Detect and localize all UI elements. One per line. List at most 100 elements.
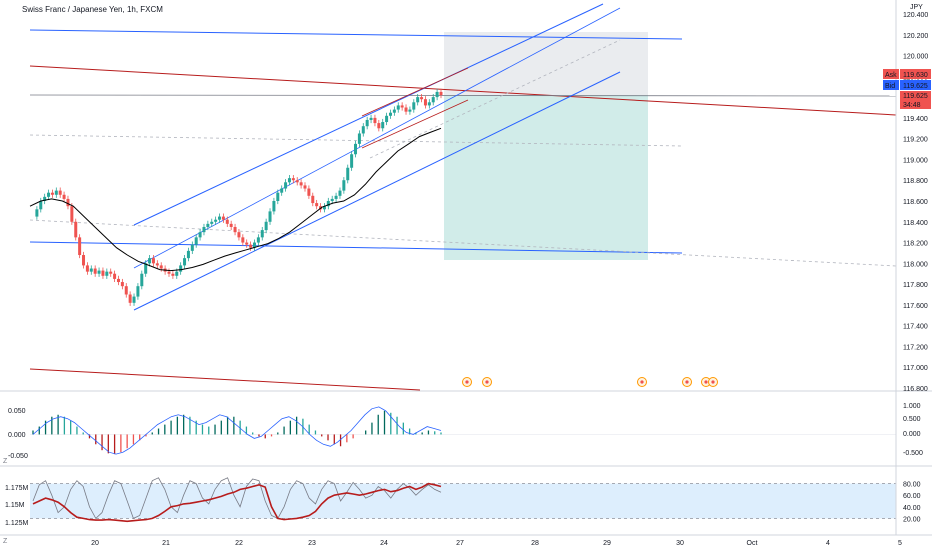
candle-body	[350, 154, 354, 168]
time-tick-label: Oct	[747, 540, 758, 547]
candle-body	[284, 182, 288, 189]
candle-body	[116, 278, 120, 283]
oscillator-tick-label: 0.500	[903, 416, 921, 423]
candle-body	[148, 258, 152, 264]
candle-body	[241, 237, 245, 243]
candle-body	[74, 221, 78, 238]
candle-body	[252, 242, 256, 248]
time-tick-label: 29	[603, 540, 611, 547]
volume-tick-label: 1.175M	[5, 485, 29, 492]
scale-toggle-top[interactable]: Z	[3, 458, 8, 465]
candle-body	[233, 226, 237, 233]
oscillator-tick-label: 0.000	[903, 431, 921, 438]
candle-body	[113, 273, 117, 279]
candle-body	[136, 286, 140, 297]
candle-body	[202, 226, 206, 233]
event-markers[interactable]	[462, 377, 718, 387]
candle-body	[120, 282, 124, 287]
last-price-tag	[900, 91, 931, 109]
candle-body	[439, 91, 443, 96]
scale-toggle-bottom[interactable]: Z	[3, 538, 8, 545]
stochastic-line	[32, 482, 442, 523]
candle-body	[330, 198, 334, 201]
time-tick-label: 23	[308, 540, 316, 547]
candle-body	[218, 216, 222, 220]
candle-body	[93, 268, 97, 274]
price-tick-label: 120.000	[903, 54, 928, 61]
price-tick-label: 118.000	[903, 261, 928, 268]
candle-body	[175, 271, 179, 276]
channel-lower	[133, 71, 621, 311]
candle-body	[54, 190, 58, 195]
candle-body	[334, 195, 338, 199]
candle-body	[39, 201, 43, 210]
symbol-title[interactable]: Swiss Franc / Japanese Yen, 1h, FXCM	[22, 5, 163, 14]
event-marker-dot	[640, 380, 644, 384]
candle-body	[260, 230, 264, 238]
candle-body	[396, 105, 400, 110]
candle-body	[237, 232, 241, 238]
candle-body	[256, 237, 260, 243]
candle-body	[194, 237, 198, 245]
time-tick-label: 20	[91, 540, 99, 547]
candle-body	[303, 185, 307, 189]
candle-body	[307, 188, 311, 196]
time-tick-label: 28	[531, 540, 539, 547]
price-tick-label: 117.200	[903, 344, 928, 351]
mini-channel-upper	[361, 67, 469, 117]
candle-body	[140, 273, 144, 287]
price-tick-label: 118.600	[903, 199, 928, 206]
time-tick-label: 27	[456, 540, 464, 547]
price-tick-label: 119.000	[903, 157, 928, 164]
candle-body	[369, 117, 373, 120]
candle-body	[229, 223, 233, 227]
candle-body	[435, 91, 439, 98]
candle-body	[311, 195, 315, 204]
candle-body	[357, 133, 361, 144]
candle-body	[97, 270, 101, 274]
candle-body	[109, 271, 113, 274]
candle-body	[89, 268, 93, 272]
candle-body	[155, 263, 159, 266]
candle-body	[272, 201, 276, 212]
stochastic-tick-label: 20.00	[903, 516, 921, 523]
candle-body	[392, 109, 396, 113]
downtrend-line	[29, 65, 897, 116]
support-line	[29, 241, 683, 254]
candle-body	[179, 265, 183, 272]
projection-line	[29, 219, 897, 267]
bid-price-tag	[900, 80, 931, 90]
price-tick-label: 117.800	[903, 282, 928, 289]
drawing-tools	[29, 3, 897, 391]
ask-label: Ask	[885, 72, 897, 79]
candle-body	[206, 223, 210, 227]
currency-label: JPY	[910, 4, 923, 11]
time-axis[interactable]: 20 21 22 23 24 27 28 29 30 Oct 4 5	[91, 540, 902, 547]
moving-average-path	[29, 127, 442, 272]
candle-body	[431, 97, 435, 103]
candle-body	[427, 102, 431, 106]
oscillator-left-label: -0.050	[8, 453, 28, 460]
bid-tag	[883, 80, 899, 90]
target-zone	[444, 95, 648, 260]
oscillator-pane[interactable]: 1.000 0.500 0.000 -0.500 0.050 0.000 -0.050	[8, 403, 923, 460]
moving-average-line	[29, 127, 442, 272]
candle-body	[78, 237, 82, 256]
candle-body	[264, 221, 268, 231]
oscillator-left-label: 0.050	[8, 408, 26, 415]
candle-body	[132, 296, 136, 303]
price-tick-label: 118.800	[903, 178, 928, 185]
candle-body	[385, 115, 389, 123]
candle-body	[214, 219, 218, 222]
quote-labels: Ask 119.630 Bid 119.625 119.625 34:48 JPY	[883, 4, 931, 109]
candle-body	[167, 271, 171, 274]
candle-body	[322, 206, 326, 210]
candle-body	[124, 286, 128, 295]
candle-body	[186, 250, 190, 259]
candle-body	[299, 182, 303, 186]
candle-body	[159, 265, 163, 269]
stochastic-pane[interactable]: 80.00 60.00 40.00 20.00 1.175M 1.15M 1.125M	[5, 477, 921, 527]
time-tick-label: 30	[676, 540, 684, 547]
price-tick-label: 117.000	[903, 365, 928, 372]
